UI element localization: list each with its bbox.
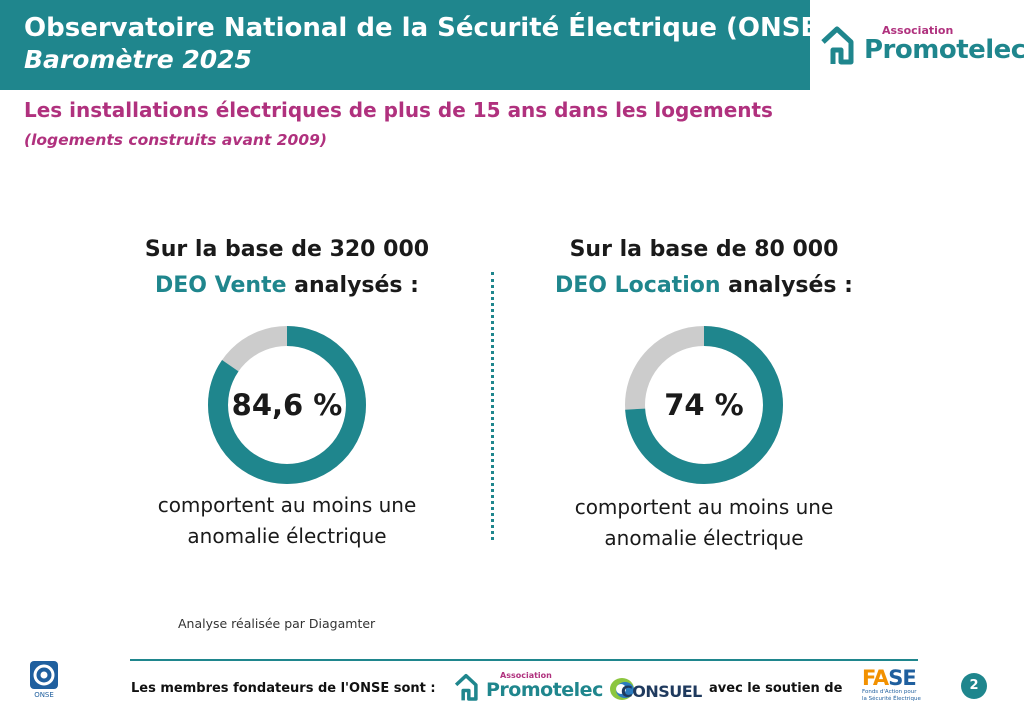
footer-rule: [130, 659, 918, 661]
promotelec-logo: Association Promotelec: [820, 22, 1024, 68]
promotelec-logo-word: Promotelec: [486, 679, 603, 701]
page-title: Observatoire National de la Sécurité Éle…: [24, 13, 831, 43]
header-band: Observatoire National de la Sécurité Éle…: [0, 0, 831, 90]
section-title: Les installations électriques de plus de…: [24, 98, 773, 122]
donut-value-vente: 84,6 %: [231, 388, 343, 422]
section-subtitle: (logements construits avant 2009): [24, 131, 327, 149]
column-heading-rest: analysés :: [720, 273, 853, 298]
analysis-note: Analyse réalisée par Diagamter: [178, 616, 376, 631]
caption-line2: anomalie électrique: [604, 526, 804, 550]
column-heading-rest: analysés :: [286, 273, 419, 298]
house-icon: [454, 673, 478, 701]
caption-line1: comportent au moins une: [157, 493, 417, 517]
column-divider: [491, 272, 494, 540]
fase-tagline-1: Fonds d'Action pour: [862, 689, 917, 695]
donut-arc-location: [625, 326, 783, 484]
donut-chart-vente: 84,6 %: [207, 325, 367, 485]
column-heading-line2: DEO Vente analysés :: [97, 268, 477, 304]
fase-wordmark: FASE: [862, 666, 917, 690]
caption-location: comportent au moins une anomalie électri…: [514, 492, 894, 554]
footer-promotelec-logo: Association Promotelec: [452, 671, 603, 703]
fase-logo: FASE Fonds d'Action pour la Sécurité Éle…: [862, 668, 922, 712]
donut-chart-location: 74 %: [624, 325, 784, 485]
column-heading-line1: Sur la base de 320 000: [144, 237, 430, 262]
column-heading-line1: Sur la base de 80 000: [569, 237, 839, 262]
house-icon: [821, 26, 854, 65]
promotelec-logo-small: Association: [500, 671, 552, 680]
column-highlight: DEO Location: [555, 273, 721, 298]
fase-tagline-2: la Sécurité Électrique: [862, 696, 921, 702]
promotelec-logo-small: Association: [882, 24, 954, 37]
onse-emblem-icon: [30, 661, 58, 689]
consuel-logo: CONSUEL: [608, 675, 708, 703]
column-highlight: DEO Vente: [155, 273, 287, 298]
donut-arc-vente: [208, 326, 366, 484]
consuel-swirl-icon: [610, 678, 634, 700]
footer-support-text: avec le soutien de: [709, 681, 843, 696]
donut-value-location: 74 %: [664, 388, 744, 422]
column-location: Sur la base de 80 000 DEO Location analy…: [514, 232, 894, 304]
consuel-wordmark: CONSUEL: [621, 682, 702, 701]
page-number-badge: 2: [961, 673, 987, 699]
onse-label: ONSE: [34, 691, 54, 699]
caption-line2: anomalie électrique: [187, 524, 387, 548]
column-heading-line2: DEO Location analysés :: [514, 268, 894, 304]
page-subtitle: Baromètre 2025: [24, 45, 252, 74]
onse-logo: ONSE: [24, 660, 64, 704]
column-vente: Sur la base de 320 000 DEO Vente analysé…: [97, 232, 477, 304]
footer-founders-text: Les membres fondateurs de l'ONSE sont :: [131, 681, 436, 696]
promotelec-logo-word: Promotelec: [864, 35, 1024, 65]
caption-line1: comportent au moins une: [574, 495, 834, 519]
caption-vente: comportent au moins une anomalie électri…: [97, 490, 477, 552]
